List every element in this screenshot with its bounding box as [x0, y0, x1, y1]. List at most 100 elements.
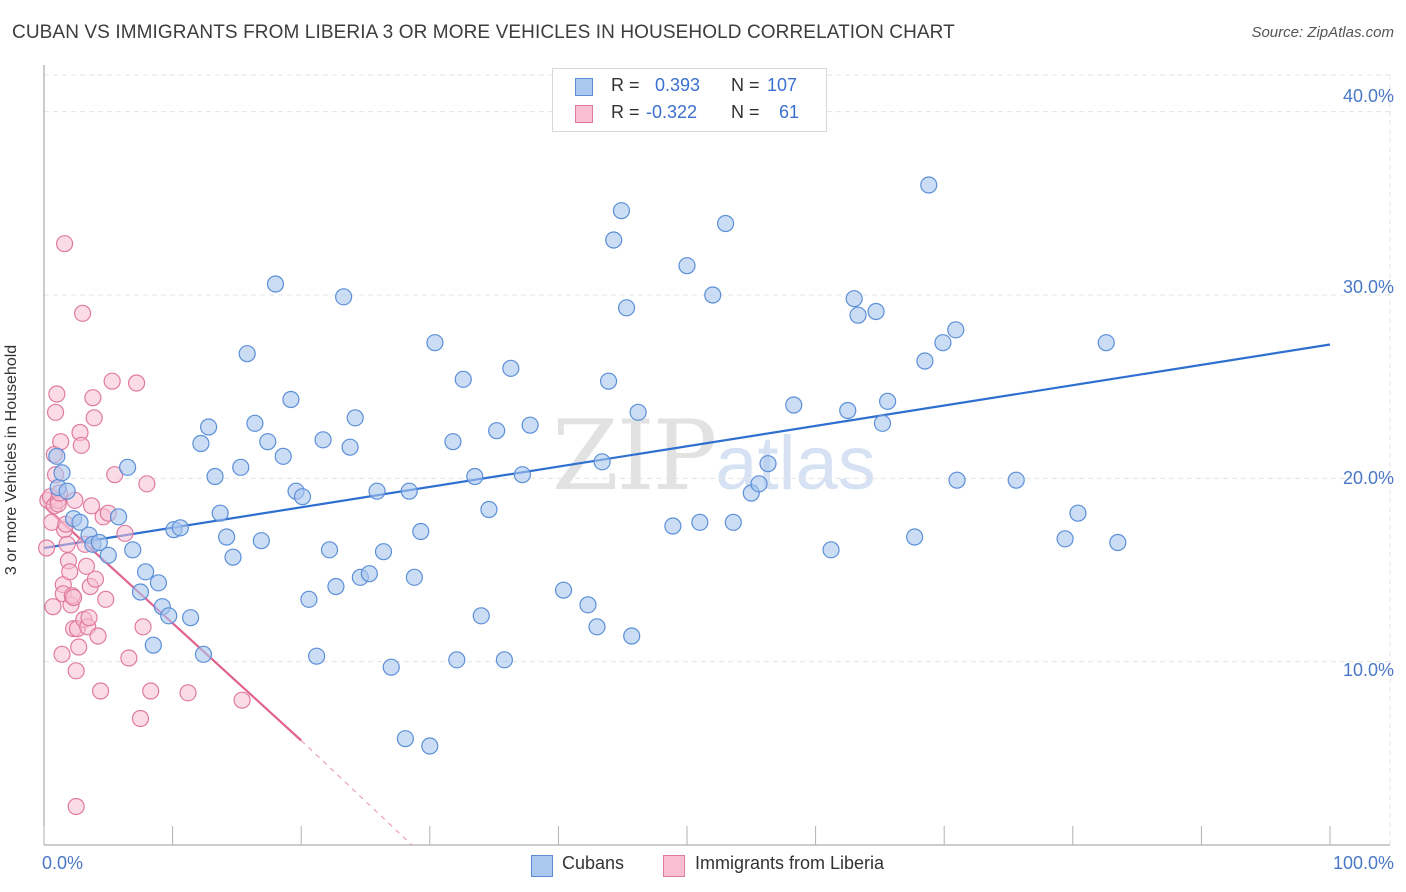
- cubans-point: [716, 214, 735, 233]
- liberia-point: [55, 235, 74, 253]
- cubans-point: [845, 290, 863, 308]
- cubans-point: [382, 658, 400, 676]
- legend-row-liberia: R = -0.322 N = 61: [575, 102, 815, 126]
- cubans-point: [374, 543, 393, 561]
- cubans-point: [629, 403, 647, 421]
- liberia-point: [82, 497, 101, 515]
- liberia-point: [106, 466, 124, 484]
- cubans-point: [144, 636, 162, 654]
- cubans-point: [211, 504, 229, 522]
- cubans-point: [266, 275, 285, 293]
- y-tick-label: 20.0%: [1342, 468, 1394, 488]
- cubans-point: [99, 546, 117, 564]
- cubans-point: [448, 651, 466, 669]
- legend-row-cubans: R = 0.393 N = 107: [575, 75, 815, 99]
- liberia-point: [91, 682, 110, 700]
- liberia-legend-label: Immigrants from Liberia: [695, 853, 885, 873]
- cubans-point: [58, 482, 76, 500]
- cubans-point: [396, 730, 414, 748]
- trend-lines: [43, 343, 1331, 846]
- correlation-legend: R = 0.393 N = 107 R = -0.322 N = 61: [552, 68, 827, 132]
- cubans-point: [252, 532, 270, 550]
- cubans-point: [48, 447, 66, 465]
- liberia-trend-extension: [300, 740, 413, 846]
- watermark-atlas: atlas: [715, 421, 876, 506]
- liberia-point: [52, 433, 70, 451]
- liberia-legend-swatch: [663, 855, 685, 877]
- cubans-point: [53, 464, 71, 482]
- liberia-point: [142, 682, 160, 700]
- legend-n-label: N =: [731, 75, 760, 95]
- cubans-point: [314, 431, 332, 449]
- cubans-legend-swatch: [531, 855, 553, 877]
- legend-n-label: N =: [731, 102, 760, 122]
- cubans-point: [426, 334, 444, 352]
- cubans-point: [466, 467, 484, 486]
- cubans-point: [274, 447, 292, 465]
- cubans-point: [327, 577, 345, 596]
- cubans-point: [759, 455, 777, 473]
- cubans-point: [579, 596, 597, 614]
- cubans-point: [691, 513, 709, 531]
- cubans-point: [282, 390, 300, 409]
- liberia-point: [233, 691, 251, 709]
- cubans-point: [320, 541, 339, 559]
- liberia-point: [77, 557, 96, 575]
- cubans-point: [308, 647, 326, 665]
- cubans-point: [1069, 504, 1087, 522]
- liberia-point: [44, 598, 62, 616]
- cubans-point: [360, 565, 378, 583]
- cubans-point: [488, 422, 506, 440]
- liberia-point: [138, 475, 156, 493]
- liberia-point: [37, 539, 56, 557]
- cubans-point: [612, 202, 631, 220]
- source-label: Source: ZipAtlas.com: [1251, 24, 1394, 41]
- cubans-point: [238, 345, 256, 363]
- cubans-point: [513, 466, 531, 484]
- liberia-point: [70, 638, 88, 656]
- liberia-point: [58, 535, 76, 553]
- chart-title: CUBAN VS IMMIGRANTS FROM LIBERIA 3 OR MO…: [12, 22, 955, 43]
- cubans-point: [704, 286, 722, 304]
- liberia-swatch: [575, 105, 593, 123]
- cubans-point: [623, 627, 641, 645]
- cubans-point: [246, 414, 264, 432]
- liberia-point: [53, 645, 71, 663]
- cubans-point: [1007, 471, 1025, 489]
- liberia-point: [84, 389, 102, 407]
- cubans-point: [934, 334, 952, 352]
- liberia-point: [86, 570, 105, 588]
- liberia-point: [80, 609, 98, 627]
- cubans-point: [724, 513, 742, 531]
- cubans-point: [192, 434, 210, 453]
- liberia-point: [97, 590, 115, 608]
- cubans-point: [472, 607, 490, 625]
- cubans-point: [785, 396, 803, 414]
- cubans-point: [224, 548, 242, 566]
- cubans-point: [750, 475, 768, 493]
- legend-n-value: 61: [779, 102, 800, 122]
- cubans-point: [293, 488, 312, 506]
- y-tick-label: 40.0%: [1342, 86, 1394, 106]
- cubans-point: [136, 563, 155, 581]
- cubans-point: [206, 467, 224, 486]
- cubans-point: [599, 372, 618, 390]
- cubans-point: [171, 519, 189, 537]
- cubans-point: [873, 414, 892, 432]
- cubans-swatch: [575, 78, 593, 96]
- cubans-point: [412, 522, 430, 541]
- liberia-point: [103, 372, 121, 390]
- cubans-trend-line: [43, 343, 1331, 550]
- cubans-point: [605, 231, 623, 249]
- cubans-point: [400, 482, 418, 500]
- liberia-point: [116, 524, 134, 542]
- cubans-point: [879, 392, 897, 410]
- axes: [43, 65, 1390, 846]
- cubans-point: [194, 645, 213, 663]
- cubans-point: [867, 302, 885, 321]
- cubans-point: [664, 517, 682, 535]
- cubans-point: [1109, 533, 1127, 552]
- cubans-points: [48, 176, 1127, 755]
- cubans-point: [346, 409, 364, 427]
